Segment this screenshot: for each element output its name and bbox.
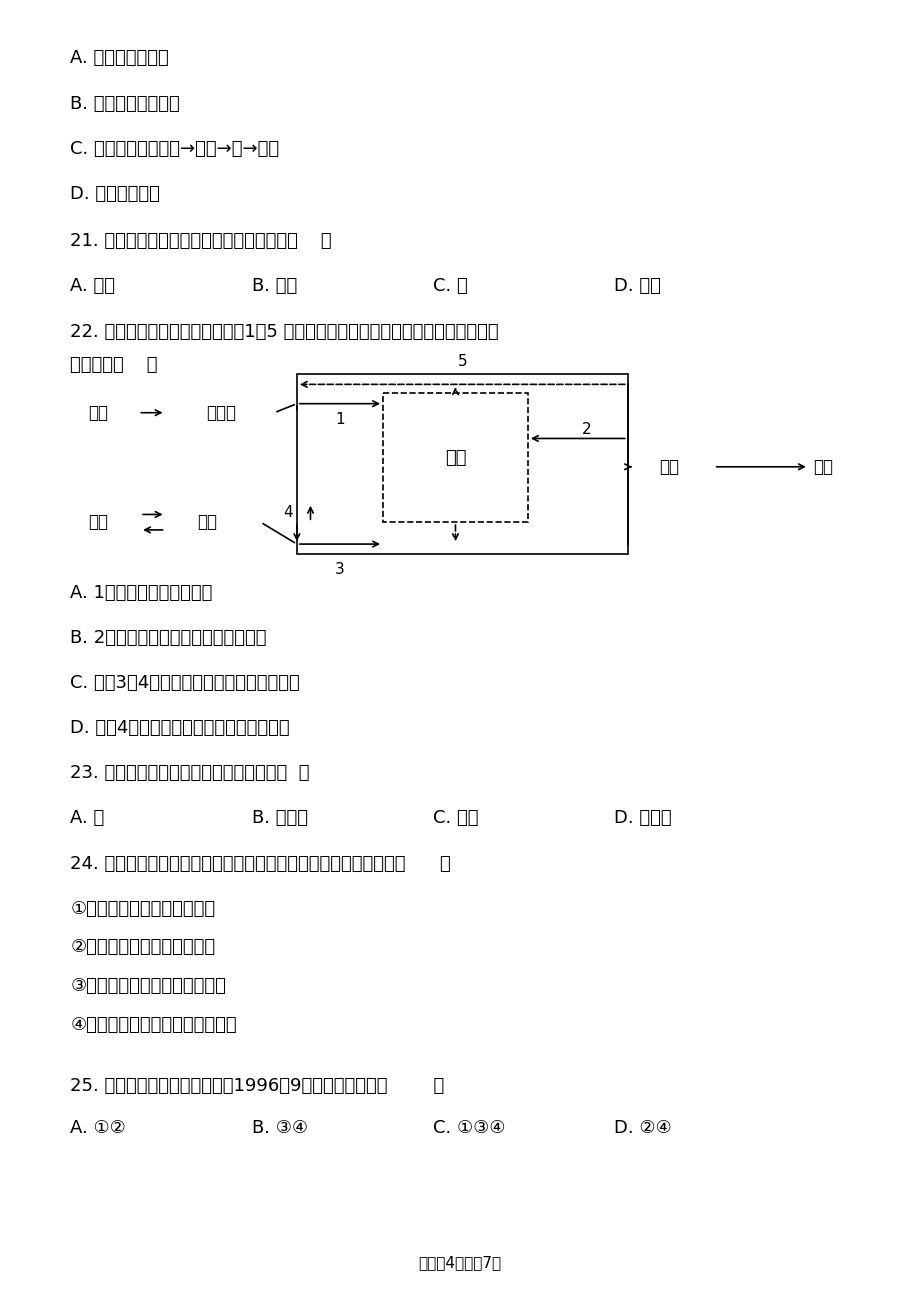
Text: 2: 2 xyxy=(582,422,591,437)
Text: A. ①②: A. ①② xyxy=(70,1118,126,1137)
Text: C. 熊: C. 熊 xyxy=(432,277,467,296)
Text: B. 无机盐: B. 无机盐 xyxy=(251,810,307,828)
Text: C. ①③④: C. ①③④ xyxy=(432,1118,505,1137)
Text: C. 发育过程都是：卵→幼虫→蛹→成虫: C. 发育过程都是：卵→幼虫→蛹→成虫 xyxy=(70,139,279,158)
Text: 22. 如图是人体新陈代谢的图解，1～5 表示人体新陈代谢相关的生理过程。下列说法: 22. 如图是人体新陈代谢的图解，1～5 表示人体新陈代谢相关的生理过程。下列说… xyxy=(70,323,498,341)
Text: B. ③④: B. ③④ xyxy=(251,1118,307,1137)
Text: C. 尿素: C. 尿素 xyxy=(432,810,478,828)
Text: ①水果、蔬菜放在冰箱中贮存: ①水果、蔬菜放在冰箱中贮存 xyxy=(70,900,215,918)
Text: 21. 下列动物中，与人的亲缘关系最近的是（    ）: 21. 下列动物中，与人的亲缘关系最近的是（ ） xyxy=(70,232,332,250)
Text: C. 经过3、4过程，血液由静脉血变为动脉血: C. 经过3、4过程，血液由静脉血变为动脉血 xyxy=(70,674,300,693)
Text: A. 鲫鱼: A. 鲫鱼 xyxy=(70,277,115,296)
Text: 食物: 食物 xyxy=(88,404,108,422)
Text: 尿液: 尿液 xyxy=(812,458,833,475)
Text: 错误的是（    ）: 错误的是（ ） xyxy=(70,355,158,374)
Text: B. 乙属于不完全变态: B. 乙属于不完全变态 xyxy=(70,95,180,112)
Text: 肾脏: 肾脏 xyxy=(659,458,678,475)
Text: 3: 3 xyxy=(335,562,345,577)
Text: D. ②④: D. ②④ xyxy=(613,1118,671,1137)
Text: 5: 5 xyxy=(457,354,467,368)
Text: 23. 下列物质中不可能存在于汗液中的是（  ）: 23. 下列物质中不可能存在于汗液中的是（ ） xyxy=(70,764,310,783)
Text: D. 家鸽: D. 家鸽 xyxy=(613,277,660,296)
Text: ②大雨过后及时进行农田排涝: ②大雨过后及时进行农田排涝 xyxy=(70,939,215,956)
Text: 气体: 气体 xyxy=(88,513,108,531)
Text: D. 都是变态发育: D. 都是变态发育 xyxy=(70,185,160,203)
Text: 1: 1 xyxy=(335,411,345,427)
Text: 消化道: 消化道 xyxy=(206,404,236,422)
Text: D. 蛋白质: D. 蛋白质 xyxy=(613,810,671,828)
Text: 组织: 组织 xyxy=(444,449,466,467)
Text: ③玉米、水稻等在入仓前要晒干: ③玉米、水稻等在入仓前要晒干 xyxy=(70,976,226,995)
Text: 肺泡: 肺泡 xyxy=(197,513,217,531)
Text: D. 完成4这个过程时，膈肌和肋间外肌舒张: D. 完成4这个过程时，膈肌和肋间外肌舒张 xyxy=(70,719,289,737)
Text: ④将萝卜放入地窖贮存，防止空心: ④将萝卜放入地窖贮存，防止空心 xyxy=(70,1016,237,1034)
Text: 4: 4 xyxy=(283,505,292,519)
Text: A. 1过程的主要场所是小肠: A. 1过程的主要场所是小肠 xyxy=(70,585,212,602)
Text: 24. 下列农业生产和生活中的做法或措施，属于抑制呼吸作用的是（      ）: 24. 下列农业生产和生活中的做法或措施，属于抑制呼吸作用的是（ ） xyxy=(70,854,450,872)
Text: A. 甲属于完全变态: A. 甲属于完全变态 xyxy=(70,49,169,68)
Text: B. 2过程可以表示肾小管的重吸收作用: B. 2过程可以表示肾小管的重吸收作用 xyxy=(70,629,267,647)
Text: A. 水: A. 水 xyxy=(70,810,105,828)
Text: 25. 为了保护珍贵的植物资源，1996年9月，我国颁布了（        ）: 25. 为了保护珍贵的植物资源，1996年9月，我国颁布了（ ） xyxy=(70,1077,444,1095)
Text: B. 青蛙: B. 青蛙 xyxy=(251,277,297,296)
Text: 试卷第4页，总7页: 试卷第4页，总7页 xyxy=(418,1255,501,1271)
